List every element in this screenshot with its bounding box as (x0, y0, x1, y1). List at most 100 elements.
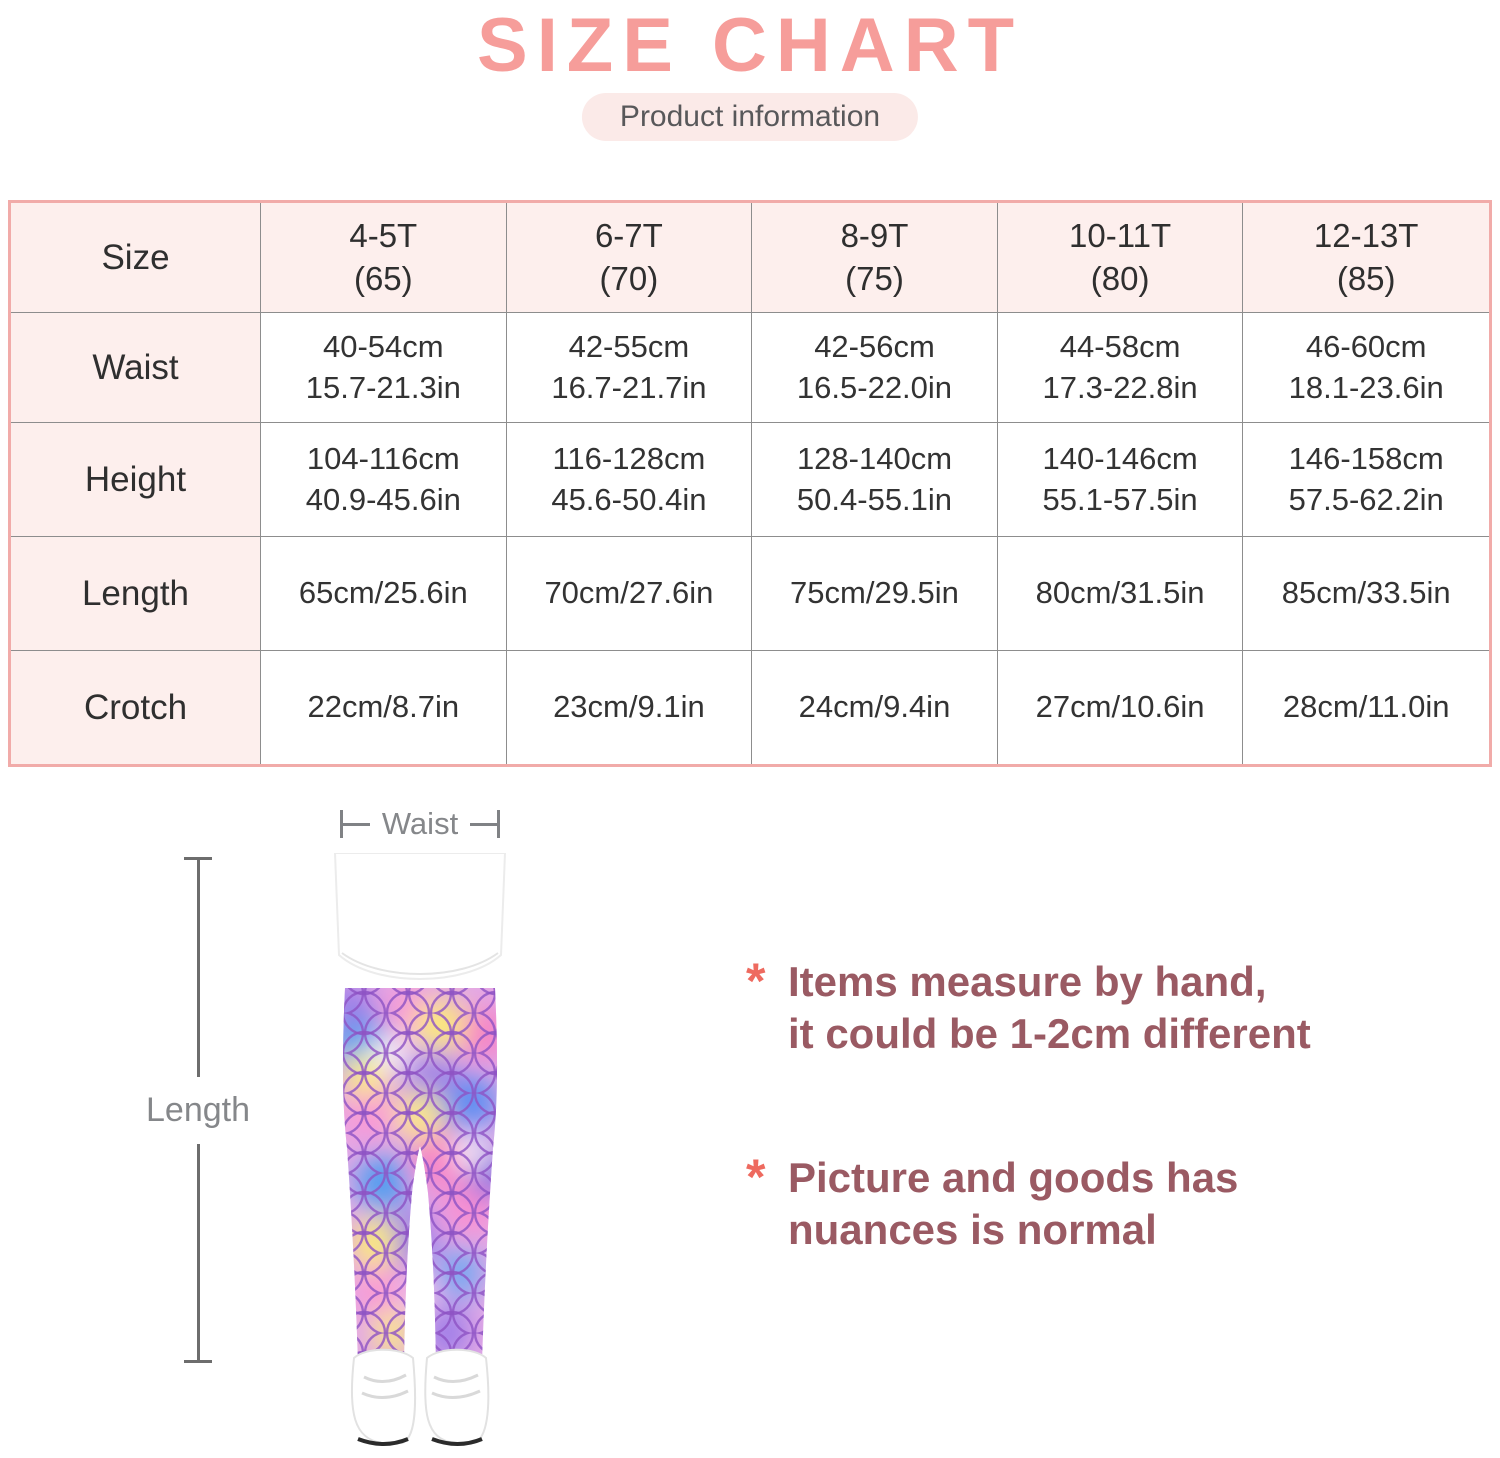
sneaker-left (350, 1348, 417, 1446)
table-header-size: Size (11, 203, 261, 313)
note-line: Picture and goods has (788, 1154, 1239, 1202)
row-label-height: Height (11, 423, 261, 537)
cell-cm: 42-55cm (568, 329, 690, 365)
length-cap-top (184, 857, 212, 860)
size-name: 4-5T (349, 216, 418, 254)
table-header-col: 6-7T (70) (506, 203, 753, 313)
sneaker-right (424, 1348, 490, 1446)
bracket-tick-right (497, 810, 501, 838)
table-cell: 85cm/33.5in (1243, 537, 1489, 651)
bracket-line (470, 822, 498, 826)
size-name: 12-13T (1313, 216, 1419, 254)
page-title: SIZE CHART (477, 3, 1023, 88)
cell-cm: 44-58cm (1059, 329, 1181, 365)
row-label-length: Length (11, 537, 261, 651)
bracket-tick-left (340, 810, 343, 838)
table-cell: 24cm/9.4in (752, 651, 998, 764)
table-cell: 23cm/9.1in (507, 651, 753, 764)
cell-value: 75cm/29.5in (790, 575, 959, 611)
cell-in: 55.1-57.5in (1042, 481, 1198, 517)
cell-in: 16.5-22.0in (796, 369, 953, 405)
table-cell: 146-158cm 57.5-62.2in (1243, 423, 1489, 537)
cell-value: 85cm/33.5in (1281, 575, 1451, 611)
table-cell: 46-60cm 18.1-23.6in (1243, 313, 1489, 423)
row-label-crotch: Crotch (11, 651, 261, 764)
table-cell: 104-116cm 40.9-45.6in (261, 423, 507, 537)
note-line: it could be 1-2cm different (788, 1010, 1311, 1058)
table-header-col: 12-13T (85) (1243, 203, 1489, 313)
cell-in: 50.4-55.1in (796, 481, 953, 517)
leggings (342, 988, 498, 1363)
length-label: Length (146, 1090, 250, 1129)
length-cap-bottom (184, 1360, 212, 1363)
table-cell: 22cm/8.7in (261, 651, 507, 764)
cell-value: 22cm/8.7in (307, 689, 460, 725)
size-name: 10-11T (1069, 216, 1172, 254)
row-label: Crotch (83, 687, 188, 727)
cell-in: 45.6-50.4in (551, 481, 707, 517)
size-code: (75) (845, 259, 904, 297)
cell-cm: 140-146cm (1042, 441, 1198, 477)
table-cell: 80cm/31.5in (997, 537, 1244, 651)
cell-in: 18.1-23.6in (1288, 369, 1444, 405)
table-cell: 70cm/27.6in (506, 537, 753, 651)
cell-in: 15.7-21.3in (305, 369, 461, 405)
table-cell: 140-146cm 55.1-57.5in (997, 423, 1244, 537)
size-code: (65) (353, 259, 413, 297)
table-cell: 42-56cm 16.5-22.0in (752, 313, 998, 423)
asterisk-icon: * (746, 953, 766, 1009)
shirt-hem (333, 852, 507, 980)
size-code: (80) (1090, 259, 1150, 297)
table-header-col: 8-9T (75) (752, 203, 998, 313)
table-cell: 128-140cm 50.4-55.1in (752, 423, 998, 537)
row-label: Height (84, 459, 187, 499)
length-measure-annotation: Length (146, 857, 250, 1363)
table-cell: 65cm/25.6in (261, 537, 507, 651)
row-label: Length (81, 573, 190, 613)
table-header-col: 10-11T (80) (997, 203, 1244, 313)
size-name: 8-9T (840, 216, 909, 254)
cell-cm: 146-158cm (1288, 441, 1444, 477)
size-chart-table: Size 4-5T (65) 6-7T (70) 8-9T (75) 10-11T (8… (8, 200, 1492, 767)
product-photo-leggings (320, 852, 520, 1453)
cell-cm: 42-56cm (814, 329, 935, 365)
note-text: Picture and goods has nuances is normal (788, 1152, 1238, 1256)
cell-value: 24cm/9.4in (798, 689, 951, 725)
table-cell: 116-128cm 45.6-50.4in (506, 423, 753, 537)
table-cell: 42-55cm 16.7-21.7in (506, 313, 753, 423)
header-label: Size (101, 237, 170, 277)
cell-cm: 128-140cm (796, 441, 953, 477)
cell-value: 28cm/11.0in (1282, 689, 1450, 725)
note-picture-nuances: * Picture and goods has nuances is norma… (746, 1152, 1446, 1256)
notes-section: * Items measure by hand, it could be 1-2… (746, 956, 1446, 1256)
size-name: 6-7T (594, 216, 663, 254)
cell-in: 17.3-22.8in (1042, 369, 1198, 405)
table-cell: 27cm/10.6in (998, 651, 1244, 764)
cell-in: 57.5-62.2in (1288, 481, 1444, 517)
asterisk-icon: * (746, 1149, 766, 1206)
cell-cm: 46-60cm (1305, 329, 1427, 365)
size-code: (70) (599, 259, 659, 297)
waist-measure-annotation: Waist (340, 806, 501, 842)
note-line: nuances is normal (788, 1206, 1157, 1254)
cell-in: 16.7-21.7in (551, 369, 707, 405)
cell-value: 27cm/10.6in (1035, 689, 1205, 725)
cell-value: 65cm/25.6in (298, 575, 468, 611)
row-label-waist: Waist (11, 313, 261, 423)
table-header-col: 4-5T (65) (261, 203, 507, 313)
note-measure-by-hand: * Items measure by hand, it could be 1-2… (746, 956, 1446, 1060)
waist-label: Waist (381, 806, 459, 841)
length-line-upper (196, 860, 200, 1077)
bracket-line (343, 822, 370, 826)
cell-in: 40.9-45.6in (305, 481, 461, 517)
table-cell: 40-54cm 15.7-21.3in (261, 313, 507, 423)
leggings-figure-illustration (333, 852, 507, 1446)
table-cell: 28cm/11.0in (1243, 651, 1489, 764)
table-cell: 75cm/29.5in (752, 537, 998, 651)
cell-cm: 104-116cm (306, 441, 460, 477)
cell-value: 23cm/9.1in (553, 689, 705, 725)
length-line-lower (196, 1143, 200, 1360)
cell-cm: 40-54cm (322, 329, 444, 365)
subtitle-pill: Product information (581, 93, 919, 141)
row-label: Waist (92, 347, 179, 387)
